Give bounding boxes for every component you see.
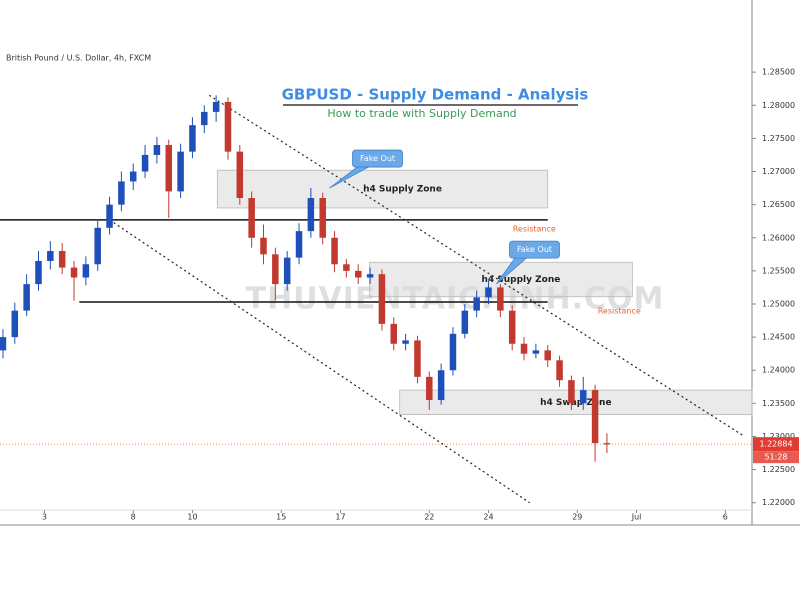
candle-body [485,287,492,298]
x-tick-label: 8 [131,513,136,522]
zone [216,169,549,209]
candle-body [248,198,255,238]
candle-body [236,151,244,199]
x-tick-label: 10 [187,513,197,522]
candle-body [378,274,386,324]
candle-body [118,181,125,205]
x-tick-label: 24 [483,513,493,522]
candle-body [414,340,421,377]
candle-body [129,171,137,182]
candle-body [295,231,303,258]
candle-body [260,237,267,255]
candle-body [153,145,161,155]
candle-body [437,370,445,401]
x-tick-label: 15 [276,513,286,522]
zone-label: h4 Supply Zone [363,185,442,195]
y-tick-label: 1.26500 [762,200,795,209]
candle-body [177,151,184,192]
y-tick-label: 1.28000 [762,101,795,110]
x-tick-label: 3 [42,513,47,522]
candle-body [402,340,409,344]
candle-body [591,390,599,444]
candle-body [201,111,208,126]
price-tag-label: 1.22884 [759,440,792,449]
resistance-label: Resistance [513,224,556,233]
price-tag [753,437,799,452]
candle-body [141,154,149,172]
countdown-tag [753,451,799,464]
y-tick-label: 1.23500 [762,399,795,408]
candle-body [319,198,326,238]
candle-body [343,264,350,271]
countdown-label: 51:28 [764,453,787,462]
candle-body [426,376,433,401]
x-tick-label: Jul [631,513,642,522]
candle-body [354,270,362,278]
candle-body [165,145,173,192]
candle-body [23,284,30,311]
candle-body [556,360,563,381]
y-tick-label: 1.27500 [762,134,795,143]
candle-body [497,287,504,311]
candle-body [331,237,338,265]
zone [399,389,753,416]
y-tick-label: 1.25000 [762,299,795,308]
candle-body [94,227,101,265]
resistance-label: Resistance [598,307,641,316]
y-tick-label: 1.25500 [762,266,795,275]
trend-line [208,94,745,437]
y-tick-label: 1.24000 [762,366,795,375]
candle-body [390,323,398,344]
candle-body [47,251,54,261]
y-tick-label: 1.26000 [762,233,795,242]
candle-body [224,101,232,152]
candle-body [307,198,315,232]
y-tick-label: 1.24500 [762,333,795,342]
candle-body [532,350,540,354]
y-tick-label: 1.23000 [762,432,795,441]
y-tick-label: 1.22000 [762,498,795,507]
y-tick-label: 1.22500 [762,465,795,474]
callout-box [352,149,403,168]
candle-body [35,260,42,285]
candle-body [106,204,113,228]
x-tick-label: 17 [335,513,345,522]
candle-body [508,310,516,344]
candle-body [82,264,90,278]
candle-body [272,254,279,285]
y-tick-label: 1.28500 [762,68,795,77]
candle-body [366,274,374,278]
candle-body [520,343,528,354]
candle-body [58,251,66,268]
y-tick-label: 1.27000 [762,167,795,176]
candle-body [544,350,551,361]
symbol-label: British Pound / U.S. Dollar, 4h, FXCM [6,54,151,63]
callout-label: Fake Out [360,154,395,163]
candle-body [212,101,220,112]
candle-body [0,337,7,351]
chart-subtitle: How to trade with Supply Demand [327,107,516,120]
candle-body [603,443,611,445]
x-tick-label: 22 [424,513,434,522]
zone-label: h4 Swap Zone [540,398,611,408]
candle-body [11,310,19,338]
candle-body [579,390,587,404]
x-tick-label: 29 [572,513,582,522]
candle-body [461,310,469,334]
callout-label: Fake Out [517,245,552,254]
chart-title: GBPUSD - Supply Demand - Analysis [282,86,589,104]
candle-body [189,125,196,152]
candle-body [473,297,480,311]
candle-body [568,380,575,404]
x-tick-label: 6 [723,513,728,522]
callout-box [509,240,560,259]
candle-body [70,267,78,278]
zone-label: h4 Supply Zone [481,275,560,285]
candle-body [449,333,457,371]
candle-body [283,257,291,285]
